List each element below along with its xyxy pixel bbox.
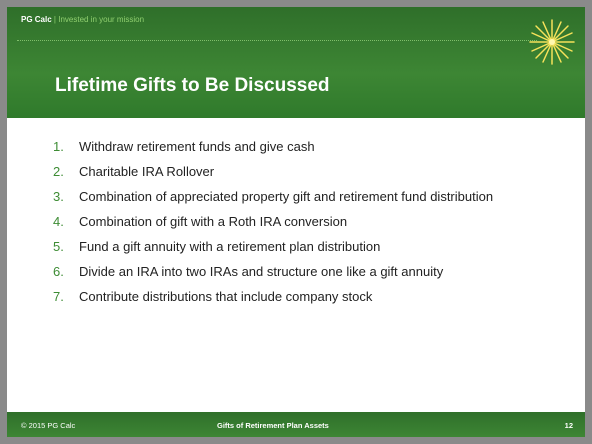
item-text: Divide an IRA into two IRAs and structur… xyxy=(79,264,444,279)
slide: PG Calc | Invested in your mission Lifet… xyxy=(7,7,585,437)
header-band: PG Calc | Invested in your mission Lifet… xyxy=(7,7,585,118)
list-item: 2. Charitable IRA Rollover xyxy=(53,163,533,180)
slide-title: Lifetime Gifts to Be Discussed xyxy=(55,75,330,96)
list-item: 5. Fund a gift annuity with a retirement … xyxy=(53,238,533,255)
list-item: 7. Contribute distributions that include … xyxy=(53,288,533,305)
item-list: 1. Withdraw retirement funds and give cas… xyxy=(53,138,533,313)
tagline: Invested in your mission xyxy=(58,15,145,24)
item-number: 6. xyxy=(53,264,64,279)
dotted-rule xyxy=(17,40,537,41)
sunburst xyxy=(529,19,575,65)
item-text: Combination of gift with a Roth IRA conv… xyxy=(79,214,348,229)
list-item: 4. Combination of gift with a Roth IRA co… xyxy=(53,213,533,230)
item-text: Withdraw retirement funds and give cash xyxy=(79,139,315,154)
item-text: Contribute distributions that include co… xyxy=(79,289,373,304)
copyright: © 2015 PG Calc xyxy=(21,421,76,430)
brand-line: PG Calc | Invested in your mission xyxy=(21,15,144,24)
list-item: 3. Combination of appreciated property gi… xyxy=(53,188,533,205)
item-number: 2. xyxy=(53,164,64,179)
footer-title: Gifts of Retirement Plan Assets xyxy=(217,421,329,430)
separator: | xyxy=(53,15,56,24)
list-item: 6. Divide an IRA into two IRAs and struct… xyxy=(53,263,533,280)
item-number: 5. xyxy=(53,239,64,254)
item-number: 7. xyxy=(53,289,64,304)
item-text: Combination of appreciated property gift… xyxy=(79,189,494,204)
item-number: 1. xyxy=(53,139,64,154)
item-text: Fund a gift annuity with a retirement pl… xyxy=(79,239,381,254)
brand: PG Calc xyxy=(21,15,52,24)
footer-band: © 2015 PG Calc Gifts of Retirement Plan … xyxy=(7,412,585,437)
item-number: 3. xyxy=(53,189,64,204)
page-number: 12 xyxy=(564,421,573,430)
item-number: 4. xyxy=(53,214,64,229)
item-text: Charitable IRA Rollover xyxy=(79,164,215,179)
list-item: 1. Withdraw retirement funds and give cas… xyxy=(53,138,533,155)
